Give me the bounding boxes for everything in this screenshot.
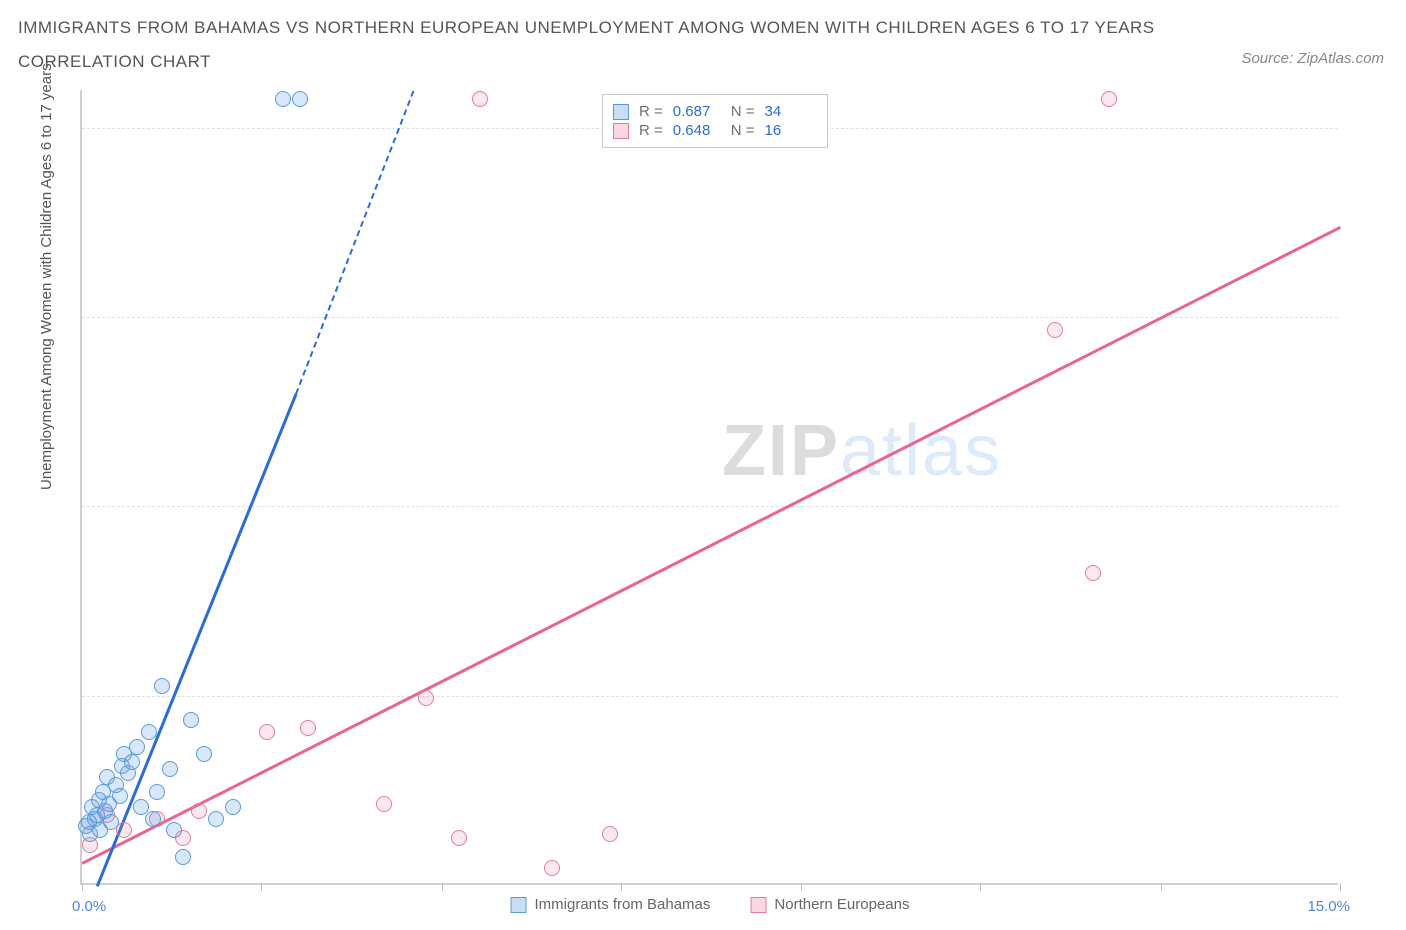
x-tick (1340, 883, 1341, 891)
gridline (82, 506, 1338, 507)
swatch-pink-icon (613, 123, 629, 139)
data-point (124, 754, 140, 770)
x-tick (1161, 883, 1162, 891)
data-point (275, 91, 291, 107)
gridline (82, 317, 1338, 318)
watermark: ZIPatlas (722, 410, 1002, 492)
data-point (166, 822, 182, 838)
data-point (191, 803, 207, 819)
data-point (112, 788, 128, 804)
data-point (544, 860, 560, 876)
r-label: R = (639, 103, 663, 120)
trend-line (81, 226, 1340, 864)
data-point (145, 811, 161, 827)
data-point (208, 811, 224, 827)
legend-item-blue: Immigrants from Bahamas (511, 896, 711, 913)
data-point (103, 814, 119, 830)
data-point (225, 799, 241, 815)
r-value-pink: 0.648 (673, 122, 721, 139)
legend-label-pink: Northern Europeans (774, 896, 909, 913)
x-tick (980, 883, 981, 891)
swatch-pink-icon (750, 897, 766, 913)
x-tick (621, 883, 622, 891)
data-point (1047, 322, 1063, 338)
watermark-bold: ZIP (722, 411, 840, 491)
legend-label-blue: Immigrants from Bahamas (535, 896, 711, 913)
data-point (196, 746, 212, 762)
correlation-legend: R = 0.687 N = 34 R = 0.648 N = 16 (602, 94, 828, 148)
chart-title-block: IMMIGRANTS FROM BAHAMAS VS NORTHERN EURO… (18, 18, 1155, 86)
data-point (149, 784, 165, 800)
x-tick (801, 883, 802, 891)
data-point (292, 91, 308, 107)
data-point (183, 712, 199, 728)
trend-line (295, 91, 414, 395)
data-point (376, 796, 392, 812)
watermark-light: atlas (840, 411, 1002, 491)
title-line-1: IMMIGRANTS FROM BAHAMAS VS NORTHERN EURO… (18, 18, 1155, 38)
data-point (175, 849, 191, 865)
series-legend: Immigrants from Bahamas Northern Europea… (511, 896, 910, 913)
data-point (300, 720, 316, 736)
data-point (162, 761, 178, 777)
title-line-2: CORRELATION CHART (18, 52, 1155, 72)
r-value-blue: 0.687 (673, 103, 721, 120)
legend-row-pink: R = 0.648 N = 16 (613, 122, 813, 139)
swatch-blue-icon (511, 897, 527, 913)
data-point (259, 724, 275, 740)
n-label: N = (731, 122, 755, 139)
n-value-pink: 16 (765, 122, 813, 139)
data-point (141, 724, 157, 740)
n-label: N = (731, 103, 755, 120)
x-tick-max: 15.0% (1307, 898, 1350, 915)
data-point (451, 830, 467, 846)
legend-row-blue: R = 0.687 N = 34 (613, 103, 813, 120)
y-axis-label: Unemployment Among Women with Children A… (38, 63, 55, 490)
x-tick-min: 0.0% (72, 898, 106, 915)
swatch-blue-icon (613, 104, 629, 120)
n-value-blue: 34 (765, 103, 813, 120)
data-point (602, 826, 618, 842)
chart-container: Unemployment Among Women with Children A… (50, 90, 1380, 890)
plot-area: ZIPatlas R = 0.687 N = 34 R = 0.648 N = … (80, 90, 1338, 885)
data-point (154, 678, 170, 694)
x-tick (442, 883, 443, 891)
x-tick (261, 883, 262, 891)
data-point (1101, 91, 1117, 107)
r-label: R = (639, 122, 663, 139)
data-point (1085, 565, 1101, 581)
legend-item-pink: Northern Europeans (750, 896, 909, 913)
data-point (472, 91, 488, 107)
data-point (129, 739, 145, 755)
x-tick (82, 883, 83, 891)
source-label: Source: ZipAtlas.com (1241, 50, 1384, 67)
data-point (418, 690, 434, 706)
gridline (82, 696, 1338, 697)
